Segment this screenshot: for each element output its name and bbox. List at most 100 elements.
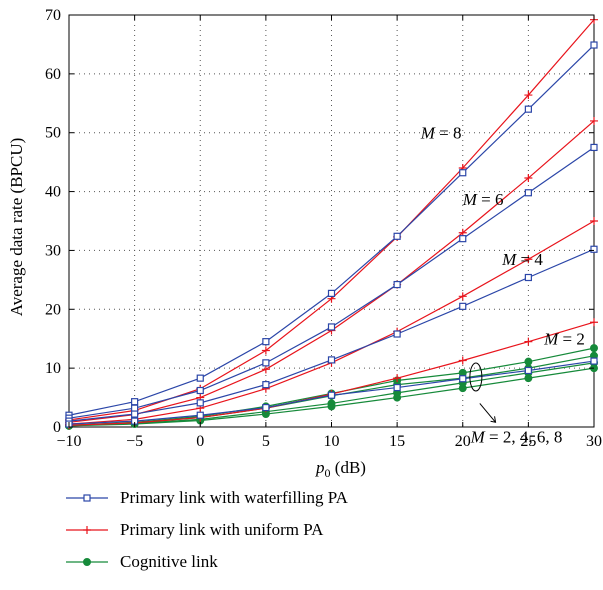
legend-swatch-cognitive: [66, 558, 108, 566]
annotation-text: = 6: [477, 190, 504, 209]
x-tick-label: 30: [586, 433, 602, 450]
legend-label-waterfilling: Primary link with waterfilling PA: [120, 488, 348, 507]
data-point: [459, 375, 467, 383]
x-tick-label: 5: [262, 433, 270, 450]
x-axis-label-sub: 0: [325, 466, 331, 480]
x-tick-label: −5: [126, 433, 143, 450]
data-point: [590, 318, 598, 327]
cluster-arrowhead: [490, 416, 497, 423]
annotation-var: M: [470, 427, 486, 446]
y-tick-label: 30: [45, 242, 61, 259]
cluster-arrow: [479, 403, 496, 423]
annotation-text: = 2, 4, 6, 8: [485, 427, 563, 446]
cluster-ellipse: [469, 362, 483, 392]
legend-marker: [83, 526, 91, 534]
data-point: [590, 143, 598, 152]
data-point: [458, 292, 467, 301]
data-point: [261, 365, 270, 374]
x-tick-label: −10: [56, 433, 81, 450]
annotation-layer: M = 8M = 6M = 4M = 2M = 2, 4, 6, 8: [420, 124, 585, 447]
annotation-var: M: [543, 330, 559, 349]
data-point: [393, 280, 401, 289]
data-point: [261, 346, 270, 355]
series-line: [68, 120, 595, 423]
legend-label-cognitive: Cognitive link: [120, 552, 218, 571]
data-point: [262, 381, 270, 389]
data-point: [524, 174, 533, 183]
data-point: [524, 374, 533, 383]
data-point: [262, 359, 270, 367]
data-point: [131, 404, 139, 412]
series-waterfilling-m2: [65, 357, 598, 428]
legend-swatch-uniform: [66, 526, 108, 534]
x-axis-label-unit: (dB): [331, 458, 366, 477]
data-point: [458, 356, 467, 365]
annotation-label: M = 2: [543, 330, 585, 349]
annotation-var: M: [420, 124, 436, 143]
data-point: [590, 245, 598, 253]
data-point: [459, 302, 467, 310]
legend-item-waterfilling: Primary link with waterfilling PA: [66, 486, 348, 510]
y-tick-label: 40: [45, 184, 61, 201]
data-point: [590, 217, 598, 225]
annotation-label: M = 4: [501, 250, 543, 269]
data-point: [393, 393, 402, 402]
annotation-var: M: [462, 190, 478, 209]
data-point: [196, 386, 204, 395]
data-point: [459, 169, 467, 177]
data-point: [590, 41, 598, 49]
data-point: [524, 255, 533, 264]
data-point: [459, 235, 467, 243]
data-point: [131, 398, 139, 406]
legend-marker: [83, 558, 91, 566]
data-point: [393, 383, 401, 392]
x-tick-label: 10: [324, 433, 340, 450]
annotation-text: = 4: [516, 250, 543, 269]
x-tick-label: 15: [389, 433, 405, 450]
data-point: [458, 384, 467, 393]
data-point: [590, 116, 598, 125]
y-tick-label: 0: [53, 419, 61, 436]
data-point: [524, 189, 532, 197]
y-axis-label: Average data rate (BPCU): [7, 138, 26, 317]
tick-layer: −10 −5 0 5 10 15 20 25 30 0 10 20 30 40 50 60 70: [45, 7, 602, 450]
data-point: [524, 337, 533, 346]
y-tick-label: 60: [45, 66, 61, 83]
data-point: [262, 338, 270, 346]
data-point: [524, 105, 532, 113]
annotation-label: M = 2, 4, 6, 8: [470, 427, 563, 446]
legend-marker: [83, 494, 91, 502]
legend-item-cognitive: Cognitive link: [66, 550, 218, 574]
y-tick-label: 20: [45, 301, 61, 318]
x-axis-label: p0 (dB): [315, 458, 366, 480]
data-point: [327, 323, 336, 331]
series-waterfilling-m4: [65, 245, 598, 425]
data-point: [524, 273, 532, 282]
x-axis-label-var: p: [315, 458, 325, 477]
data-point: [590, 344, 598, 353]
x-tick-label: 20: [455, 433, 471, 450]
series-layer: [65, 15, 598, 430]
data-point: [590, 357, 598, 365]
data-point: [524, 357, 533, 366]
annotation-label: M = 8: [420, 124, 462, 143]
data-point: [393, 374, 402, 383]
data-point: [262, 403, 270, 412]
data-point: [131, 410, 139, 418]
data-point: [327, 391, 336, 399]
x-tick-label: 25: [520, 433, 536, 450]
data-point: [196, 411, 204, 419]
data-point: [524, 91, 533, 100]
annotation-label: M = 6: [462, 190, 504, 209]
data-point: [524, 366, 532, 375]
x-tick-label: 0: [196, 433, 204, 450]
data-point: [393, 232, 401, 240]
data-point: [327, 289, 336, 297]
data-point: [393, 330, 401, 338]
data-point: [327, 402, 336, 411]
data-point: [327, 356, 336, 364]
annotation-var: M: [501, 250, 517, 269]
legend-item-uniform: Primary link with uniform PA: [66, 518, 323, 542]
legend-label-uniform: Primary link with uniform PA: [120, 520, 324, 539]
